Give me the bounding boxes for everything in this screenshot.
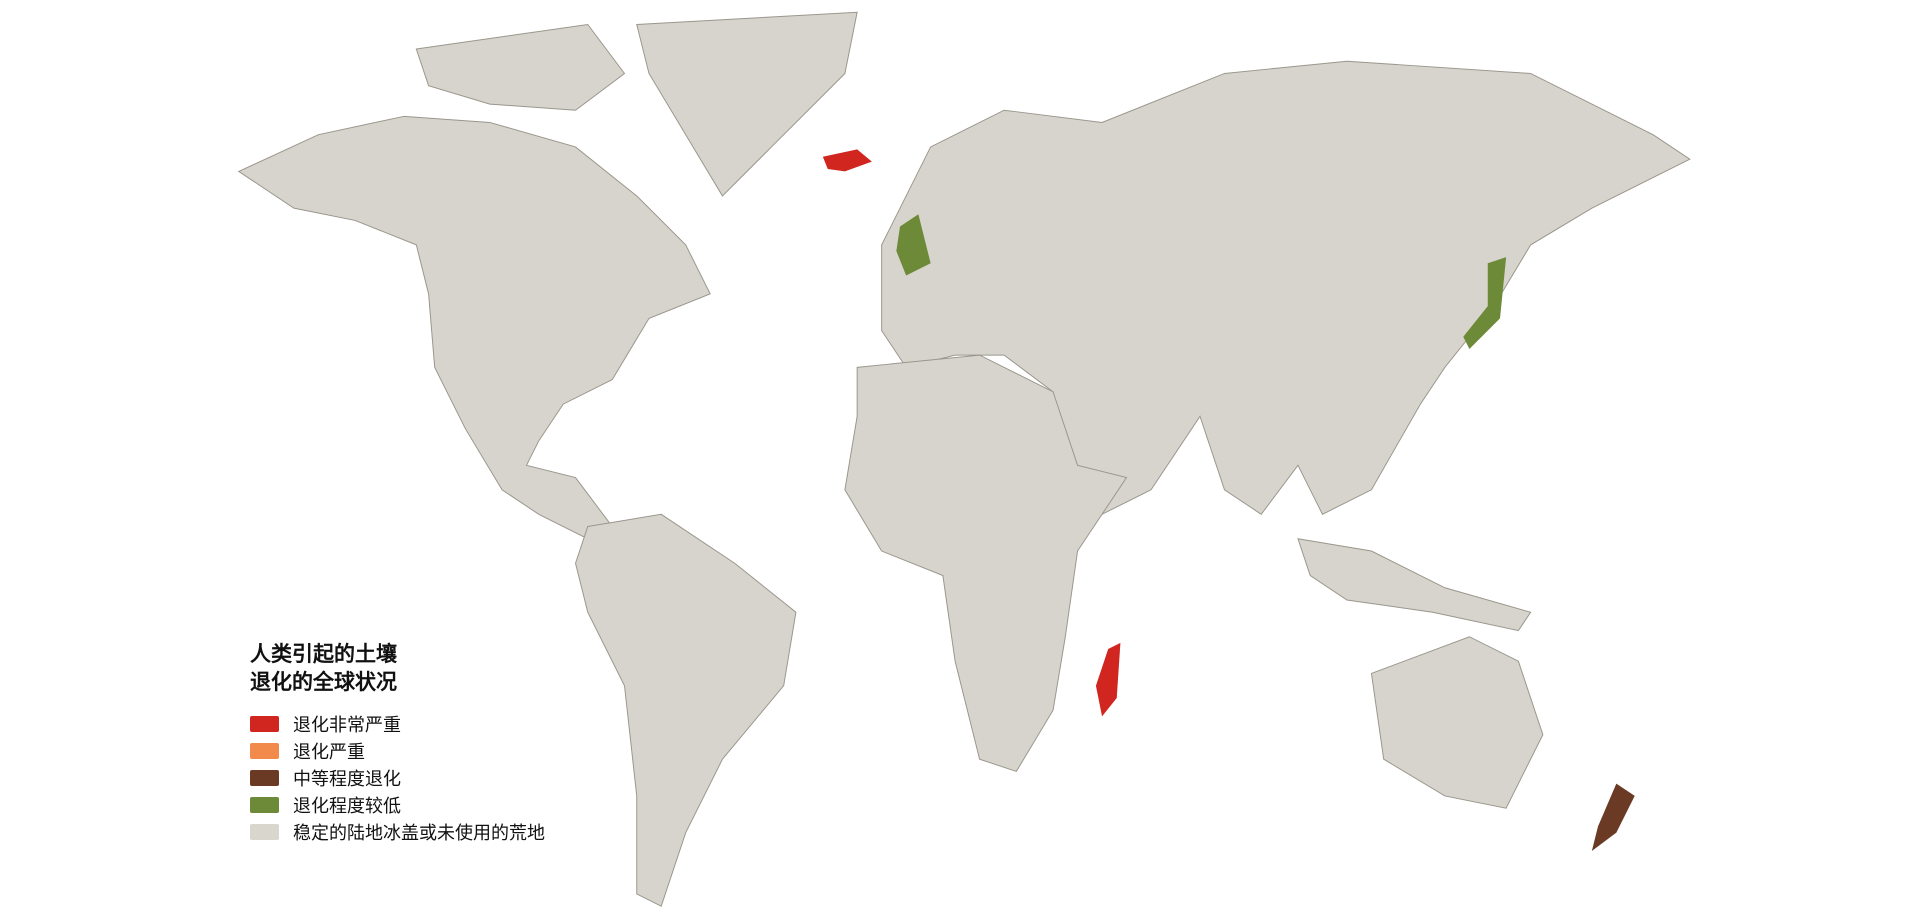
new-zealand — [1591, 783, 1635, 852]
south-america — [575, 513, 797, 907]
united-kingdom — [896, 214, 931, 276]
legend-label: 退化严重 — [293, 741, 365, 763]
legend-item-low: 退化程度较低 — [250, 791, 545, 818]
legend-label: 中等程度退化 — [293, 768, 401, 790]
africa — [844, 354, 1128, 773]
indonesia — [1297, 538, 1532, 632]
land-masses — [237, 11, 1691, 907]
legend-title-line-1: 人类引起的土壤 — [250, 642, 397, 666]
legend-items: 退化非常严重 退化严重 中等程度退化 退化程度较低 稳定的陆地冰盖或未使用的荒地 — [250, 710, 545, 845]
madagascar — [1095, 642, 1121, 717]
legend-swatch — [250, 715, 279, 732]
legend-label: 退化程度较低 — [293, 795, 401, 817]
map-legend: 人类引起的土壤 退化的全球状况 退化非常严重 退化严重 中等程度退化 退化程度较… — [250, 640, 545, 845]
legend-label: 退化非常严重 — [293, 714, 401, 736]
legend-swatch — [250, 742, 279, 759]
legend-swatch — [250, 823, 279, 840]
legend-label: 稳定的陆地冰盖或未使用的荒地 — [293, 822, 545, 844]
legend-item-severe: 退化严重 — [250, 737, 545, 764]
legend-item-stable: 稳定的陆地冰盖或未使用的荒地 — [250, 818, 545, 845]
japan — [1463, 257, 1507, 349]
arctic-islands — [415, 23, 626, 111]
iceland — [822, 149, 872, 172]
legend-item-very-severe: 退化非常严重 — [250, 710, 545, 737]
greenland — [636, 11, 858, 197]
legend-item-moderate: 中等程度退化 — [250, 764, 545, 791]
legend-title-line-2: 退化的全球状况 — [250, 670, 397, 694]
legend-swatch — [250, 796, 279, 813]
eurasia — [881, 60, 1691, 515]
legend-swatch — [250, 769, 279, 786]
north-america — [237, 115, 711, 540]
australia — [1370, 636, 1544, 809]
legend-title: 人类引起的土壤 退化的全球状况 — [250, 640, 545, 696]
